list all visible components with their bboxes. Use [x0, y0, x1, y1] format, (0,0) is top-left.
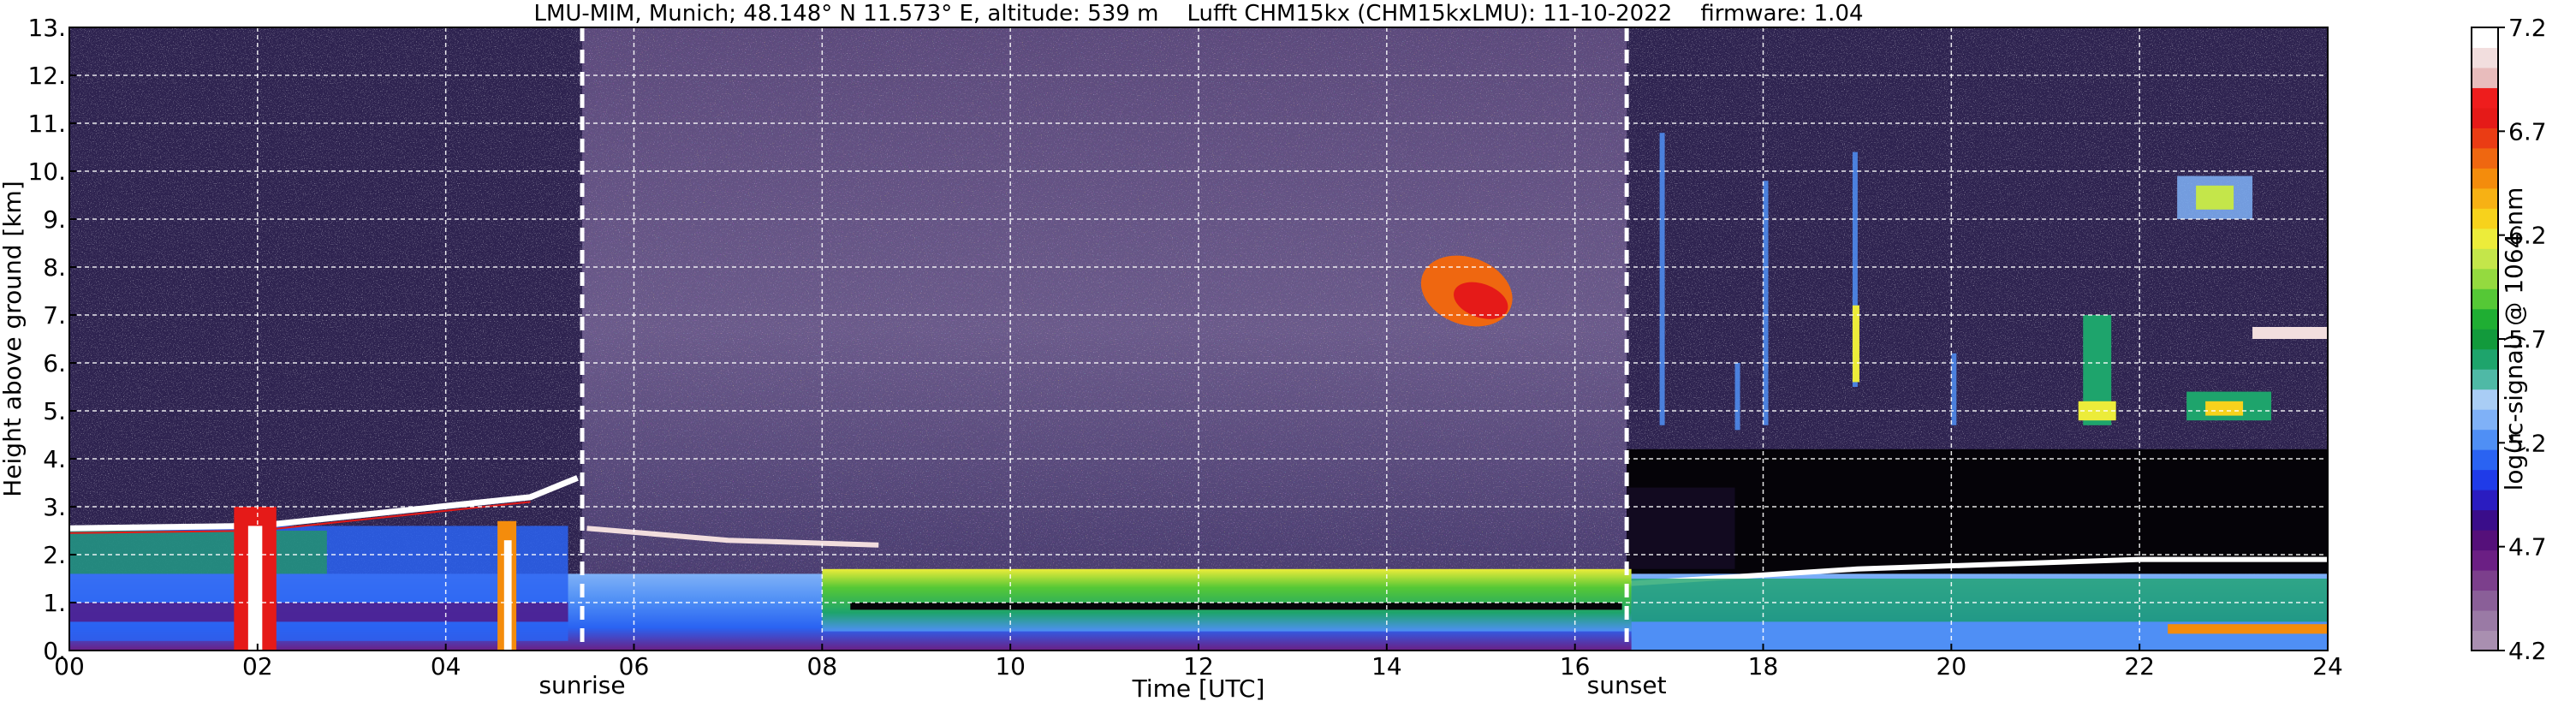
clear-air-region [1627, 449, 2328, 574]
x-tick-label: 22 [2124, 652, 2155, 680]
layer-top [69, 475, 579, 532]
y-tick-label: 4. [43, 445, 66, 473]
x-tick-label: 20 [1936, 652, 1967, 680]
y-tick-label: 0. [43, 637, 66, 665]
cloud-streak [1951, 353, 1957, 425]
colorbar-tick-label: 5.2 [2508, 429, 2547, 457]
colorbar-segment [2472, 429, 2498, 450]
colorbar-segment [2472, 168, 2498, 189]
sunrise-label: sunrise [538, 671, 625, 699]
y-axis-label: Height above ground [km] [0, 181, 27, 497]
x-axis-label: Time [UTC] [1132, 674, 1265, 703]
precip-streak [503, 540, 512, 651]
colorbar-tick-label: 6.7 [2508, 117, 2547, 146]
x-tick-label: 06 [619, 652, 650, 680]
colorbar-segment [2472, 369, 2498, 390]
x-tick-label: 00 [54, 652, 85, 680]
x-tick-label: 14 [1371, 652, 1402, 680]
colorbar-segment [2472, 348, 2498, 370]
cirrus-cloud [2196, 185, 2234, 210]
precip-streak [247, 526, 263, 651]
colorbar-segment [2472, 550, 2498, 571]
colorbar-segment [2472, 449, 2498, 471]
colorbar-segment [2472, 610, 2498, 632]
colorbar-segment [2472, 590, 2498, 611]
colorbar-tick-label: 5.7 [2508, 325, 2547, 354]
y-tick-label: 10. [27, 157, 66, 186]
cirrus-cloud [1454, 282, 1508, 319]
colorbar-tick-label: 6.2 [2508, 222, 2547, 250]
colorbar-segment [2472, 490, 2498, 511]
colorbar-segment [2472, 308, 2498, 330]
colorbar-segment [2472, 147, 2498, 169]
x-tick-label: 02 [242, 652, 273, 680]
colorbar-segment [2472, 268, 2498, 289]
layer-top [1631, 556, 2328, 586]
cloud-streak [1734, 363, 1740, 431]
clear-air-region [1627, 487, 1735, 569]
colorbar-segment [2472, 630, 2498, 651]
colorbar-tick-label: 4.7 [2508, 533, 2547, 561]
y-tick-label: 5. [43, 397, 66, 425]
x-tick-label: 18 [1748, 652, 1779, 680]
x-tick-label: 10 [995, 652, 1026, 680]
sunset-label: sunset [1587, 671, 1667, 699]
colorbar-segment [2472, 208, 2498, 229]
y-tick-label: 12. [27, 62, 66, 90]
x-tick-label: 12 [1183, 652, 1214, 680]
colorbar-segment [2472, 47, 2498, 68]
x-tick-label: 08 [807, 652, 838, 680]
colorbar-segment [2472, 469, 2498, 490]
colorbar-segment [2472, 409, 2498, 431]
cloud-streak [1659, 133, 1665, 425]
y-tick-label: 6. [43, 349, 66, 377]
colorbar-segment [2472, 27, 2498, 48]
y-tick-label: 3. [43, 493, 66, 521]
colorbar-segment [2472, 570, 2498, 591]
aerosol-layer [69, 603, 568, 622]
mid-level-cloud [2205, 401, 2244, 416]
colorbar-segment [2472, 248, 2498, 270]
x-tick-label: 04 [431, 652, 461, 680]
mixed-layer [822, 568, 1632, 632]
colorbar-label: log(rc-signal) @ 1064 nm [2500, 187, 2528, 491]
cloud-streak [1763, 181, 1769, 425]
colorbar-segment [2472, 530, 2498, 551]
colorbar-segment [2472, 509, 2498, 531]
axes: 00 02 04 06 08 10 12 14 16 18 20 22 24 0. 1. 2. 3. 4. 5. 6.… [27, 14, 2342, 680]
colorbar-tick-label: 4.2 [2508, 637, 2547, 665]
grid [69, 27, 2328, 651]
cloud-streak [1852, 305, 1859, 383]
y-tick-label: 9. [43, 205, 66, 234]
y-tick-label: 1. [43, 589, 66, 617]
mixed-layer-top [850, 603, 1622, 610]
sun-markers: sunrise sunset [538, 27, 1667, 699]
colorbar-segment [2472, 329, 2498, 350]
colorbar-tick-label: 7.2 [2508, 14, 2547, 42]
colorbar-segment [2472, 128, 2498, 149]
colorbar-segment [2472, 67, 2498, 88]
aerosol-layer [69, 531, 327, 574]
colorbar-segment [2472, 288, 2498, 310]
x-tick-label: 16 [1560, 652, 1591, 680]
y-tick-label: 11. [27, 110, 66, 138]
colorbar-segment [2472, 228, 2498, 249]
colorbar-segment [2472, 87, 2498, 109]
mid-level-cloud [2252, 327, 2328, 339]
y-tick-label: 7. [43, 301, 66, 330]
chart-title: LMU-MIM, Munich; 48.148° N 11.573° E, al… [533, 1, 1863, 27]
colorbar-segment [2472, 107, 2498, 128]
colorbar-segment [2472, 389, 2498, 410]
y-tick-label: 13. [27, 14, 66, 42]
colorbar: 4.2 4.7 5.2 5.7 6.2 6.7 7.2 [2471, 14, 2547, 665]
y-tick-label: 8. [43, 253, 66, 282]
residual-layer [2168, 624, 2328, 634]
y-tick-label: 2. [43, 541, 66, 569]
cloud-streak [1852, 152, 1858, 387]
colorbar-segment [2472, 187, 2498, 209]
x-tick-label: 24 [2312, 652, 2343, 680]
